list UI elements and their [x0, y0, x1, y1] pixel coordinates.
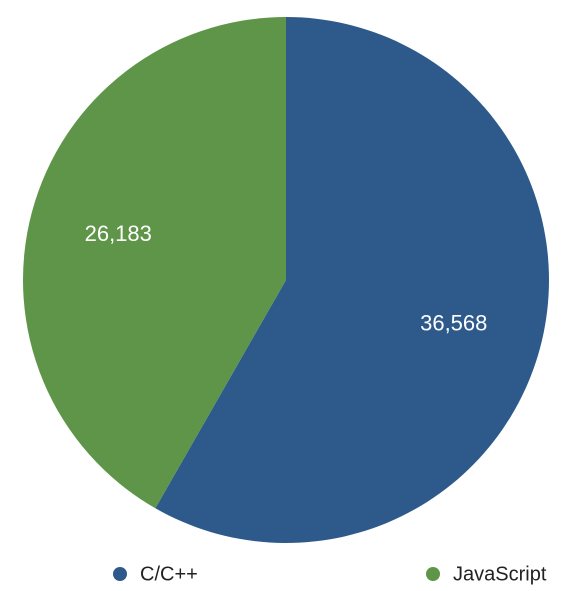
- legend-item: C/C++: [113, 563, 198, 585]
- pie-slice-javascript: [22, 16, 287, 509]
- pie-slices: [22, 16, 549, 543]
- legend-item: JavaScript: [426, 563, 547, 585]
- slice-labels: 36,568 26,183: [85, 221, 488, 335]
- legend-swatch: [113, 567, 127, 581]
- pie-slice-c-c-: [155, 17, 549, 543]
- slice-value-label: 36,568: [420, 310, 487, 335]
- legend-label: JavaScript: [453, 563, 547, 585]
- slice-value-label: 26,183: [85, 221, 152, 246]
- legend-label: C/C++: [140, 563, 198, 585]
- legend: C/C++ JavaScript: [113, 563, 547, 585]
- legend-swatch: [426, 567, 440, 581]
